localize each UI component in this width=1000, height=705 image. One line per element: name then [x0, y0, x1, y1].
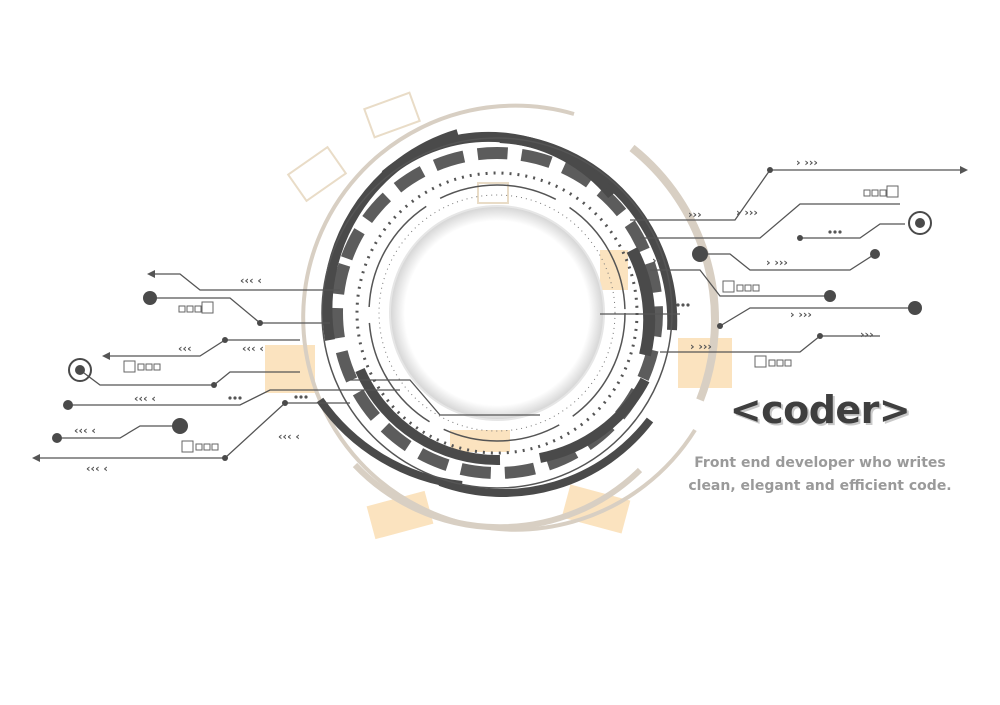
- svg-text:› ›››: › ›››: [690, 340, 712, 353]
- tagline: Front end developer who writes clean, el…: [688, 455, 952, 494]
- target-rings: [68, 211, 932, 382]
- svg-text:‹‹‹ ‹: ‹‹‹ ‹: [86, 462, 108, 475]
- svg-text:‹‹‹ ‹: ‹‹‹ ‹: [278, 430, 300, 443]
- center-hole: [389, 205, 605, 421]
- page-title: <coder>: [729, 388, 911, 432]
- svg-text:‹‹‹ ‹: ‹‹‹ ‹: [134, 392, 156, 405]
- chevron-glyphs: › ››› ››› › ››› › ››› ›› › ››› ››› › ›››…: [74, 156, 874, 475]
- svg-text:‹‹‹ ‹: ‹‹‹ ‹: [242, 342, 264, 355]
- dashed-ring: [331, 147, 663, 479]
- terminal-dots: [52, 167, 922, 461]
- svg-text:› ›››: › ›››: [796, 156, 818, 169]
- small-boxes: [123, 185, 899, 453]
- outline-squares: [286, 91, 509, 204]
- svg-text:› ›››: › ›››: [736, 206, 758, 219]
- svg-text:‹‹‹ ‹: ‹‹‹ ‹: [74, 424, 96, 437]
- outer-arcs: [301, 103, 719, 532]
- arrow-heads: [32, 166, 968, 462]
- svg-text:››: ››: [652, 254, 661, 267]
- svg-text:›››: ›››: [688, 208, 702, 221]
- svg-text:›››: ›››: [860, 328, 874, 341]
- ellipsis-dots: [228, 230, 842, 400]
- inner-rings: [321, 137, 673, 489]
- circuit-lines: [40, 169, 960, 459]
- svg-text:‹‹‹: ‹‹‹: [178, 342, 192, 355]
- svg-text:› ›››: › ›››: [766, 256, 788, 269]
- svg-text:› ›››: › ›››: [790, 308, 812, 321]
- svg-text:‹‹‹ ‹: ‹‹‹ ‹: [240, 274, 262, 287]
